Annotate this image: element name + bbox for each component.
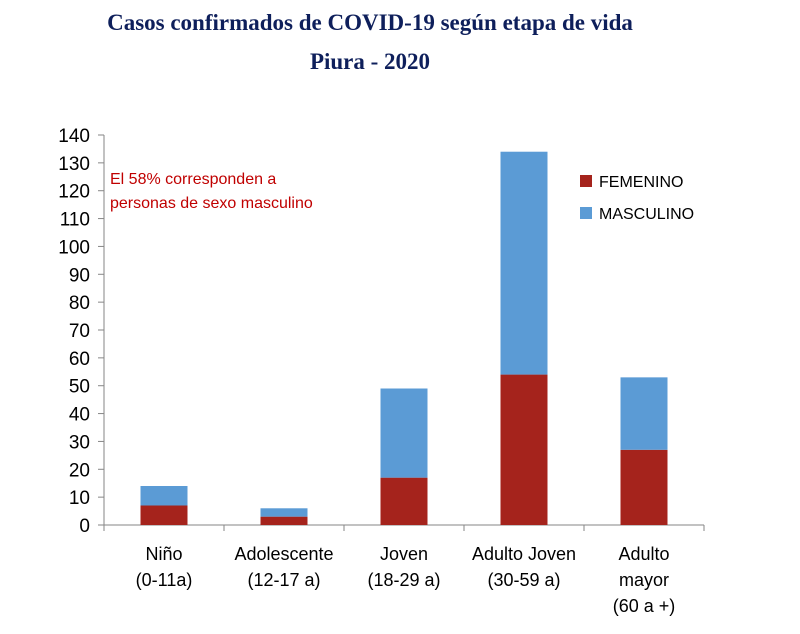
x-tick-label-line: (0-11a) (136, 570, 193, 590)
x-tick-label: Adulto Joven (30-59 a) (472, 544, 576, 590)
y-tick-label: 70 (69, 321, 90, 342)
chart-title: Casos confirmados de COVID-19 según etap… (107, 10, 633, 35)
annotation-text: personas de sexo masculino (110, 195, 313, 212)
x-tick-label-line: Adulto Joven (472, 544, 576, 564)
legend-swatch-femenino (580, 175, 592, 187)
x-tick-label-line: Adolescente (234, 544, 333, 564)
bar-masculino (500, 151, 548, 375)
x-tick-label-line: Niño (145, 544, 182, 564)
bar-masculino (260, 508, 308, 517)
annotation-text: El 58% corresponden a (110, 171, 276, 188)
x-tick-label: Adolescente (12-17 a) (234, 544, 333, 590)
bar-femenino (260, 516, 308, 525)
x-tick-label: Joven (18-29 a) (367, 544, 440, 590)
y-tick-label: 130 (58, 154, 90, 175)
y-tick-label: 0 (79, 516, 90, 537)
bar-femenino (620, 449, 668, 525)
bar-femenino (380, 477, 428, 525)
legend-label: FEMENINO (599, 174, 683, 191)
bar-masculino (140, 486, 188, 506)
bar-femenino (500, 374, 548, 525)
bar-masculino (380, 388, 428, 478)
x-tick-label-line: (18-29 a) (367, 570, 440, 590)
x-tick-label-line: (12-17 a) (247, 570, 320, 590)
y-tick-label: 110 (60, 210, 90, 231)
y-tick-label: 60 (69, 349, 90, 370)
x-tick-label-line: Joven (380, 544, 428, 564)
y-tick-label: 40 (69, 405, 90, 426)
legend-label: MASCULINO (599, 206, 694, 223)
chart-subtitle: Piura - 2020 (309, 49, 431, 74)
x-tick-label-line: Adulto (618, 544, 669, 564)
bar-masculino (620, 377, 668, 450)
y-tick-label: 30 (69, 432, 90, 453)
y-tick-label: 90 (69, 265, 90, 286)
y-tick-label: 140 (58, 126, 90, 147)
y-tick-label: 120 (58, 182, 90, 203)
y-tick-label: 10 (69, 488, 90, 509)
x-tick-label: Adulto mayor (60 a +) (613, 544, 676, 616)
y-tick-label: 100 (58, 237, 90, 258)
y-tick-label: 20 (69, 460, 90, 481)
x-tick-label-line: (60 a +) (613, 596, 676, 616)
legend-swatch-masculino (580, 207, 592, 219)
x-tick-label-line: mayor (619, 570, 669, 590)
y-tick-label: 50 (69, 377, 90, 398)
y-tick-label: 80 (69, 293, 90, 314)
x-tick-label-line: (30-59 a) (487, 570, 560, 590)
bar-femenino (140, 505, 188, 525)
x-tick-label: Niño (0-11a) (136, 544, 193, 590)
